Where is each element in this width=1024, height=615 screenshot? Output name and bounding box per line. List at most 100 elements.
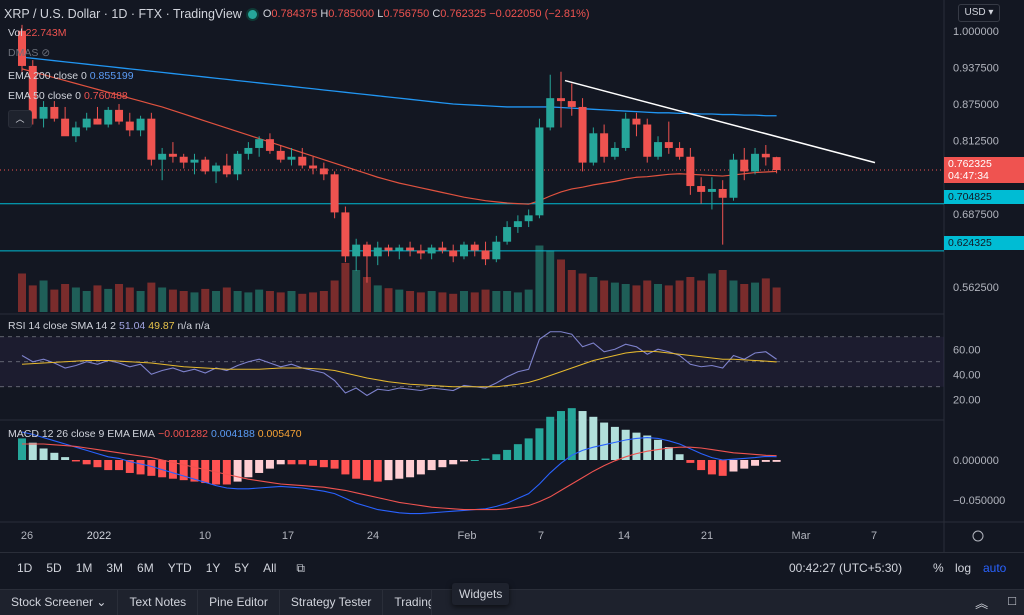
symbol-title[interactable]: XRP / U.S. Dollar · 1D · FTX · TradingVi… [4,7,242,21]
volume-bar [513,292,522,312]
candle-body [535,127,544,216]
macd-histogram-bar [772,460,781,462]
candle-body [438,247,447,251]
maximize-icon[interactable]: □ [1008,593,1016,608]
ema50-legend[interactable]: EMA 50 close 0 0.760488 [8,90,128,102]
candle-body [39,106,48,119]
y-tick-label: 0.687500 [953,209,999,221]
candle-body [513,221,522,228]
tab-pine-editor[interactable]: Pine Editor [198,590,280,615]
y-tick-label: 0.937500 [953,62,999,74]
candle-body [115,109,124,122]
range-button-3m[interactable]: 3M [106,561,124,575]
macd-histogram-bar [136,460,145,475]
ema200-legend[interactable]: EMA 200 close 0 0.855199 [8,70,134,82]
volume-bar [459,291,468,312]
candle-body [654,142,663,157]
candle-body [222,165,231,175]
volume-bar [675,280,684,312]
volume-bar [481,289,490,312]
currency-selector[interactable]: USD ▾ [958,4,1000,22]
volume-bar [567,270,576,312]
percent-toggle[interactable]: % [933,561,944,575]
volume-bar [492,291,501,312]
macd-histogram-bar [481,458,490,460]
x-tick-label: Feb [458,530,477,542]
candle-body [158,153,167,160]
collapse-icon[interactable]: ︽ [975,596,989,611]
tab-trading-panel[interactable]: Trading Panel [383,590,433,615]
macd-histogram-bar [255,460,264,473]
hidden-indicator-legend[interactable]: DMAS ⊘ [8,47,51,59]
tab-strategy-tester[interactable]: Strategy Tester [280,590,384,615]
macd-histogram-bar [115,460,124,471]
chart-canvas[interactable]: 1.000000 0.937500 0.875000 0.812500 0.687500… [0,0,1024,552]
clock-time[interactable]: 00:42:27 (UTC+5:30) [789,561,903,575]
volume-legend[interactable]: Vol 22.743M [8,27,67,39]
macd-histogram-bar [384,460,393,481]
range-button-ytd[interactable]: YTD [167,561,192,575]
range-button-1d[interactable]: 1D [17,561,33,575]
macd-legend[interactable]: MACD 12 26 close 9 EMA EMA −0.001282 0.004… [8,428,302,440]
auto-toggle[interactable]: auto [983,561,1007,575]
rsi-tick-label: 40.00 [953,369,981,381]
candle-body [309,165,318,169]
macd-histogram-bar [503,449,512,460]
x-tick-label: 7 [538,530,544,542]
macd-histogram-bar [395,460,404,479]
candle-body [589,133,598,163]
macd-histogram-bar [190,460,199,482]
range-button-1m[interactable]: 1M [75,561,93,575]
macd-histogram-bar [330,460,339,469]
volume-bar [406,291,415,312]
candle-body [600,133,609,157]
macd-histogram-bar [610,426,619,460]
macd-histogram-bar [740,460,749,469]
volume-bar [309,292,318,312]
ema200-line [21,56,777,117]
tab-text-notes[interactable]: Text Notes [118,590,199,615]
volume-bar [761,278,770,312]
macd-histogram-bar [179,460,188,481]
calendar-range-icon[interactable]: ⧉ [296,560,305,575]
candle-body [416,250,425,254]
range-button-all[interactable]: All [263,561,277,575]
candle-body [82,118,91,128]
range-toolbar: 1D 5D 1M 3M 6M YTD 1Y 5Y All ⧉ 00:42:27 (UTC+5:3… [0,552,1024,583]
log-toggle[interactable]: log [955,561,972,575]
candle-body [761,153,770,158]
candle-body [406,247,415,251]
range-button-6m[interactable]: 6M [137,561,154,575]
volume-bar [233,291,242,312]
volume-bar [524,289,533,312]
macd-histogram-bar [39,448,48,460]
range-button-5d[interactable]: 5D [46,561,62,575]
range-button-1y[interactable]: 1Y [205,561,221,575]
range-button-5y[interactable]: 5Y [234,561,250,575]
macd-histogram-bar [600,422,609,460]
volume-bar [718,270,727,312]
candle-body [557,98,565,102]
macd-histogram-bar [168,460,177,479]
tab-stock-screener[interactable]: Stock Screener ⌄ [0,590,119,615]
volume-bar [147,282,156,312]
rsi-legend[interactable]: RSI 14 close SMA 14 2 51.04 49.87 n/a n/a [8,320,210,332]
x-tick-label: 24 [367,530,379,542]
macd-histogram-bar [18,438,26,460]
x-tick-label: 2022 [87,530,111,542]
macd-line [21,431,777,515]
candle-body [384,247,393,251]
candle-body [707,188,716,192]
macd-histogram-bar [276,460,285,465]
low-value: 0.756750 [383,8,430,20]
macd-signal-line [22,443,777,511]
macd-histogram-bar [50,452,59,460]
chevron-up-icon[interactable]: ︿ [8,110,32,128]
macd-histogram-bar [362,460,371,481]
y-tick-label: 0.875000 [953,99,999,111]
volume-bar [470,292,479,312]
candle-body [287,156,296,160]
macd-histogram-bar [287,460,296,465]
volume-bar [50,289,59,312]
volume-bar [729,280,738,312]
